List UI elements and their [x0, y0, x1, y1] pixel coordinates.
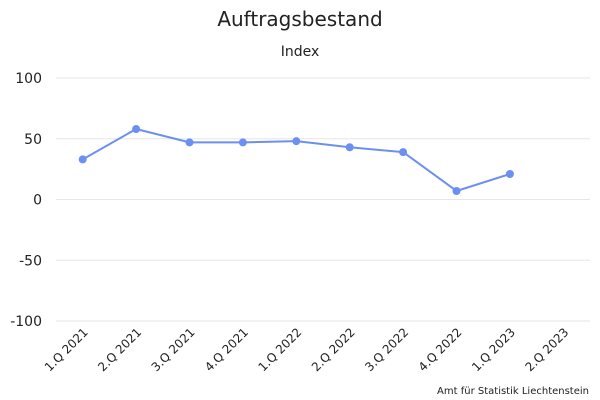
chart-subtitle: Index [280, 44, 320, 60]
data-point[interactable] [132, 125, 141, 134]
x-axis-labels: 1.Q 2021 2.Q 2021 3.Q 2021 4.Q 2021 1.Q 2022… [42, 325, 572, 374]
data-point[interactable] [399, 148, 408, 157]
x-tick-label: 3.Q 2021 [149, 325, 198, 374]
y-tick-label: 0 [33, 193, 42, 209]
data-point[interactable] [78, 155, 87, 164]
y-axis-labels: 100 50 0 -50 -100 [10, 71, 42, 330]
y-tick-label: -50 [19, 253, 42, 269]
y-tick-label: 100 [15, 71, 42, 87]
data-point[interactable] [292, 137, 301, 146]
x-tick-label: 2.Q 2021 [95, 325, 144, 374]
x-tick-label: 1.Q 2021 [42, 325, 91, 374]
data-point[interactable] [185, 138, 194, 147]
data-point[interactable] [345, 143, 354, 152]
chart-title: Auftragsbestand [217, 7, 383, 31]
x-tick-label: 1.Q 2022 [255, 325, 304, 374]
gridlines [56, 77, 590, 322]
chart-credits: Amt für Statistik Liechtenstein [437, 386, 589, 397]
data-point[interactable] [452, 186, 461, 195]
data-point[interactable] [238, 138, 247, 147]
data-point[interactable] [505, 169, 514, 178]
y-tick-label: -100 [10, 314, 42, 330]
x-tick-label: 4.Q 2022 [416, 325, 465, 374]
x-tick-label: 1.Q 2023 [469, 325, 518, 374]
x-tick-label: 2.Q 2022 [309, 325, 358, 374]
x-tick-label: 4.Q 2021 [202, 325, 251, 374]
x-tick-label: 2.Q 2023 [522, 325, 571, 374]
series-line-group [78, 125, 514, 195]
y-tick-label: 50 [24, 132, 42, 148]
x-tick-label: 3.Q 2022 [362, 325, 411, 374]
